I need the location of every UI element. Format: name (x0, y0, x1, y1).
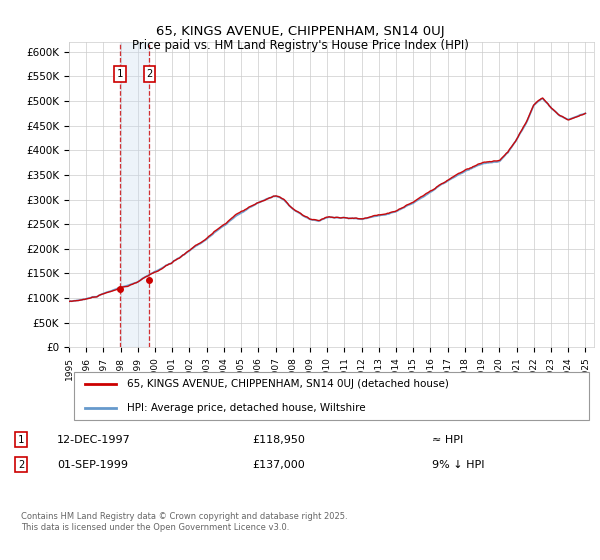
Text: 2: 2 (18, 460, 24, 470)
Text: ≈ HPI: ≈ HPI (432, 435, 463, 445)
Text: 65, KINGS AVENUE, CHIPPENHAM, SN14 0UJ (detached house): 65, KINGS AVENUE, CHIPPENHAM, SN14 0UJ (… (127, 380, 449, 390)
Text: £118,950: £118,950 (252, 435, 305, 445)
Text: 1: 1 (18, 435, 24, 445)
Bar (120, 42, 149, 347)
Text: £137,000: £137,000 (252, 460, 305, 470)
Text: 9% ↓ HPI: 9% ↓ HPI (432, 460, 485, 470)
Text: 12-DEC-1997: 12-DEC-1997 (57, 435, 131, 445)
Text: HPI: Average price, detached house, Wiltshire: HPI: Average price, detached house, Wilt… (127, 403, 365, 413)
Text: 65, KINGS AVENUE, CHIPPENHAM, SN14 0UJ: 65, KINGS AVENUE, CHIPPENHAM, SN14 0UJ (155, 25, 445, 38)
Text: 01-SEP-1999: 01-SEP-1999 (57, 460, 128, 470)
Text: Contains HM Land Registry data © Crown copyright and database right 2025.
This d: Contains HM Land Registry data © Crown c… (21, 512, 347, 532)
Text: 2: 2 (146, 69, 152, 79)
Text: Price paid vs. HM Land Registry's House Price Index (HPI): Price paid vs. HM Land Registry's House … (131, 39, 469, 52)
Text: 1: 1 (116, 69, 123, 79)
FancyBboxPatch shape (74, 372, 589, 420)
